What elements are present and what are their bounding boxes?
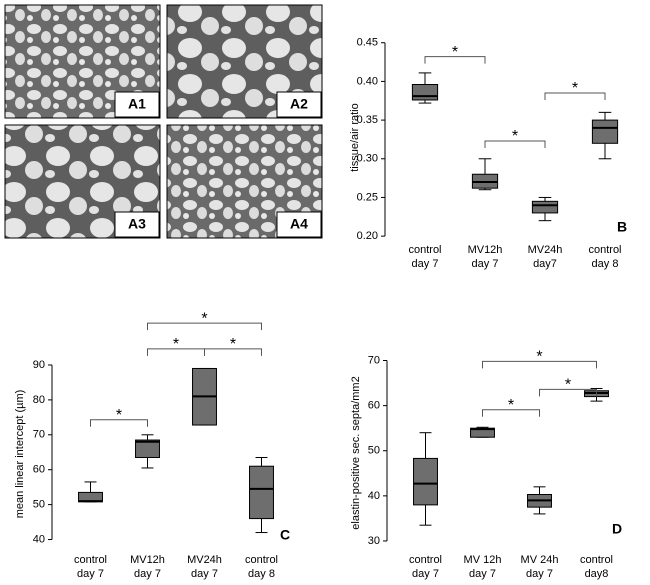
y-tick-label: 30 [368,535,380,547]
label-box [276,91,322,118]
x-tick-label: day7 [533,258,557,270]
box [249,465,274,520]
y-tick-label: 60 [33,464,45,476]
y-axis-title: elastin-positive sec. septa/mm2 [350,376,362,529]
y-tick-label: 0.35 [357,114,378,126]
significance-bracket [482,409,540,417]
label-box [114,211,160,238]
y-tick-label: 50 [33,499,45,511]
x-tick-label: MV24h [187,554,222,566]
significance-bracket [424,56,486,64]
significance-label: * [173,336,179,353]
significance-label: * [452,44,458,61]
significance-label: * [201,310,207,327]
label-box [114,91,160,118]
y-tick-label: 60 [368,400,380,412]
significance-bracket [147,322,262,331]
panel-label: B [617,219,627,235]
x-tick-label: MV 24h [521,554,559,566]
y-tick-label: 0.20 [357,230,378,242]
y-axis-title: mean linear intercept (µm) [14,390,26,519]
y-tick-label: 0.25 [357,191,378,203]
significance-label: * [230,336,236,353]
x-tick-label: day 8 [592,258,619,270]
y-tick-label: 40 [368,490,380,502]
y-tick-label: 0.45 [357,37,378,49]
significance-bracket [482,360,597,369]
y-tick-label: 80 [33,394,45,406]
box [413,457,438,506]
panel-label: A2 [290,96,308,112]
x-tick-label: day8 [585,568,609,580]
y-axis-title: tissue/air ratio [349,103,361,171]
x-tick-label: MV24h [528,244,563,256]
y-tick-label: 0.40 [357,75,378,87]
x-tick-label: control [409,554,442,566]
x-tick-label: control [74,554,107,566]
box [411,84,439,101]
x-tick-label: day 7 [526,568,553,580]
y-tick-label: 90 [33,359,45,371]
y-tick-label: 0.30 [357,153,378,165]
x-tick-label: day 7 [134,568,161,580]
significance-bracket [539,388,597,397]
micrographs: A1 A2 A3 A4 [4,4,323,239]
x-tick-label: day 7 [77,568,104,580]
significance-bracket [204,348,262,356]
label-box [276,211,322,238]
y-tick-label: 70 [368,354,380,366]
x-tick-label: MV 12h [464,554,502,566]
significance-label: * [116,407,122,424]
significance-bracket [90,419,148,427]
box [531,200,559,214]
x-tick-label: control [408,244,441,256]
x-tick-label: day 7 [412,258,439,270]
significance-bracket [484,140,546,148]
y-tick-label: 40 [33,533,45,545]
y-tick-label: 50 [368,445,380,457]
panel-label: A1 [128,96,146,112]
x-tick-label: day 7 [412,568,439,580]
panel-label: A4 [290,216,308,232]
x-tick-label: MV12h [468,244,503,256]
panel-label: C [280,527,290,543]
x-tick-label: control [588,244,621,256]
x-tick-label: MV12h [130,554,165,566]
significance-label: * [565,377,571,394]
x-tick-label: control [580,554,613,566]
significance-bracket [544,92,606,101]
significance-label: * [572,80,578,97]
panel-label: D [612,521,622,537]
box [135,439,160,458]
x-tick-label: day 7 [472,258,499,270]
box [591,119,619,144]
x-tick-label: control [245,554,278,566]
x-tick-label: day 8 [248,568,275,580]
y-tick-label: 70 [33,429,45,441]
significance-label: * [536,349,542,366]
panel-label: A3 [128,216,146,232]
significance-label: * [508,397,514,414]
x-tick-label: day 7 [469,568,496,580]
significance-label: * [512,128,518,145]
x-tick-label: day 7 [191,568,218,580]
